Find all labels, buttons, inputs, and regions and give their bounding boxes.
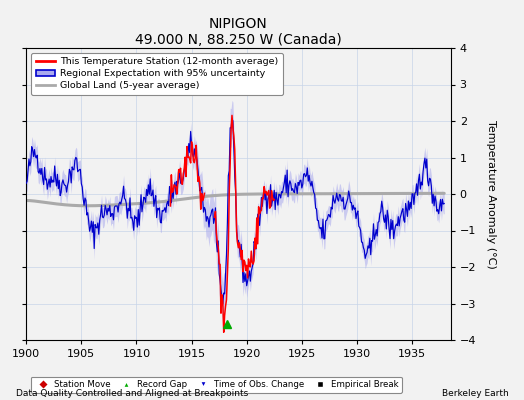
Title: NIPIGON
49.000 N, 88.250 W (Canada): NIPIGON 49.000 N, 88.250 W (Canada) (135, 17, 342, 47)
Text: Berkeley Earth: Berkeley Earth (442, 389, 508, 398)
Text: Data Quality Controlled and Aligned at Breakpoints: Data Quality Controlled and Aligned at B… (16, 389, 248, 398)
Legend: Station Move, Record Gap, Time of Obs. Change, Empirical Break: Station Move, Record Gap, Time of Obs. C… (30, 377, 402, 393)
Y-axis label: Temperature Anomaly (°C): Temperature Anomaly (°C) (486, 120, 496, 268)
